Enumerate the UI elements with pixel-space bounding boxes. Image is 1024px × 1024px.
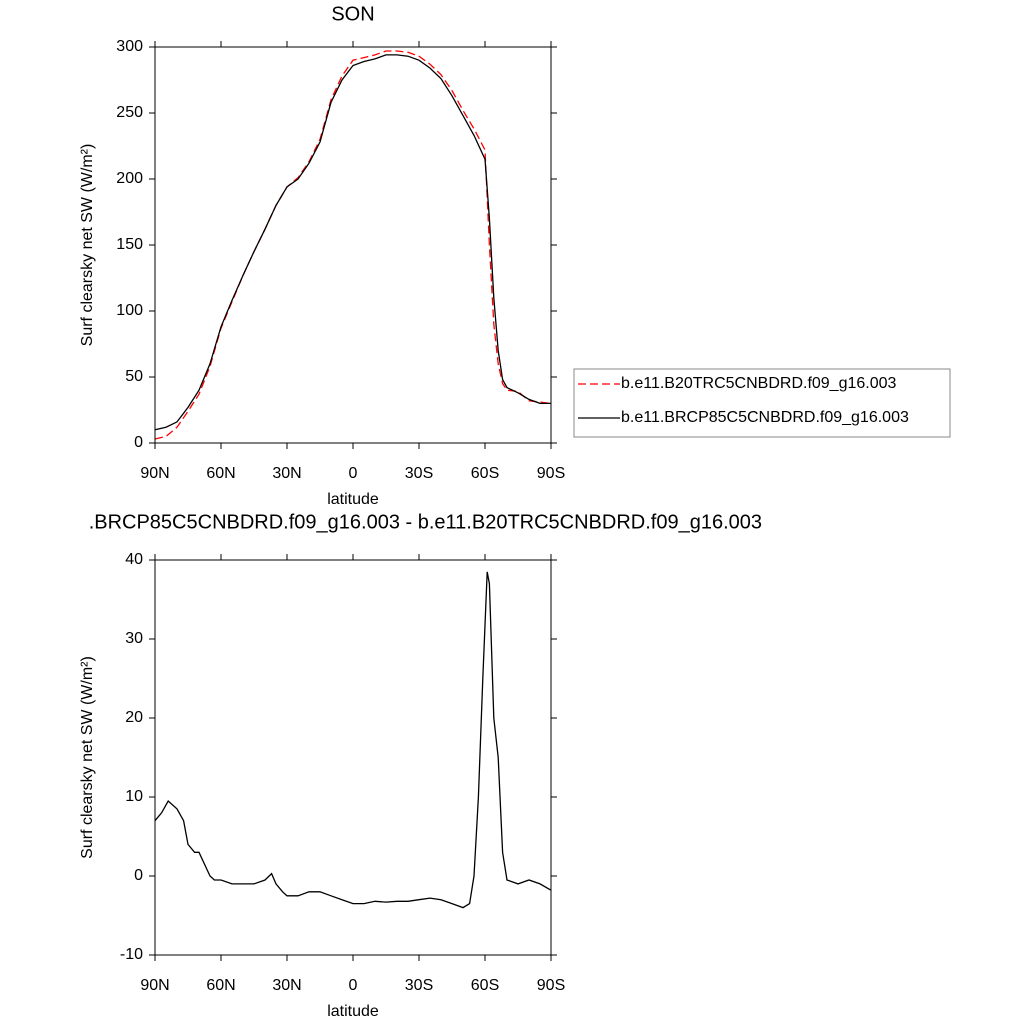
y-tick-label: 250 [116,104,143,121]
plot-frame [154,559,552,956]
y-axis-label: Surf clearsky net SW (W/m²) [79,656,96,859]
x-tick-label: 30N [272,465,301,482]
x-tick-label: 60S [471,465,499,482]
legend-label: b.e11.B20TRC5CNBDRD.f09_g16.003 [621,375,897,392]
x-axis-label: latitude [327,491,379,508]
x-tick-label: 90N [140,977,169,994]
y-tick-label: -10 [120,946,143,963]
y-tick-label: 300 [116,38,143,55]
y-tick-label: 100 [116,302,143,319]
plot-frame [154,46,552,444]
y-tick-label: 40 [125,551,143,568]
x-tick-label: 90N [140,465,169,482]
x-tick-label: 0 [349,465,358,482]
y-tick-label: 20 [125,709,143,726]
legend-label: b.e11.BRCP85C5CNBDRD.f09_g16.003 [621,409,909,426]
y-tick-label: 150 [116,236,143,253]
x-tick-label: 30N [272,977,301,994]
chart-title: .BRCP85C5CNBDRD.f09_g16.003 - b.e11.B20T… [89,511,762,533]
x-tick-label: 60N [206,977,235,994]
x-tick-label: 30S [405,465,433,482]
y-tick-label: 30 [125,630,143,647]
data-line [154,571,552,909]
x-tick-label: 60S [471,977,499,994]
y-tick-label: 0 [134,867,143,884]
x-tick-label: 90S [537,465,565,482]
data-line [154,50,552,440]
y-tick-label: 0 [134,434,143,451]
x-axis-label: latitude [327,1003,379,1020]
y-tick-label: 10 [125,788,143,805]
y-axis-label: Surf clearsky net SW (W/m²) [79,144,96,347]
x-tick-label: 90S [537,977,565,994]
x-tick-label: 60N [206,465,235,482]
y-tick-label: 50 [125,368,143,385]
chart-title: SON [331,3,374,25]
y-tick-label: 200 [116,170,143,187]
data-line [154,54,551,431]
x-tick-label: 30S [405,977,433,994]
x-tick-label: 0 [349,977,358,994]
legend-box [573,368,951,438]
